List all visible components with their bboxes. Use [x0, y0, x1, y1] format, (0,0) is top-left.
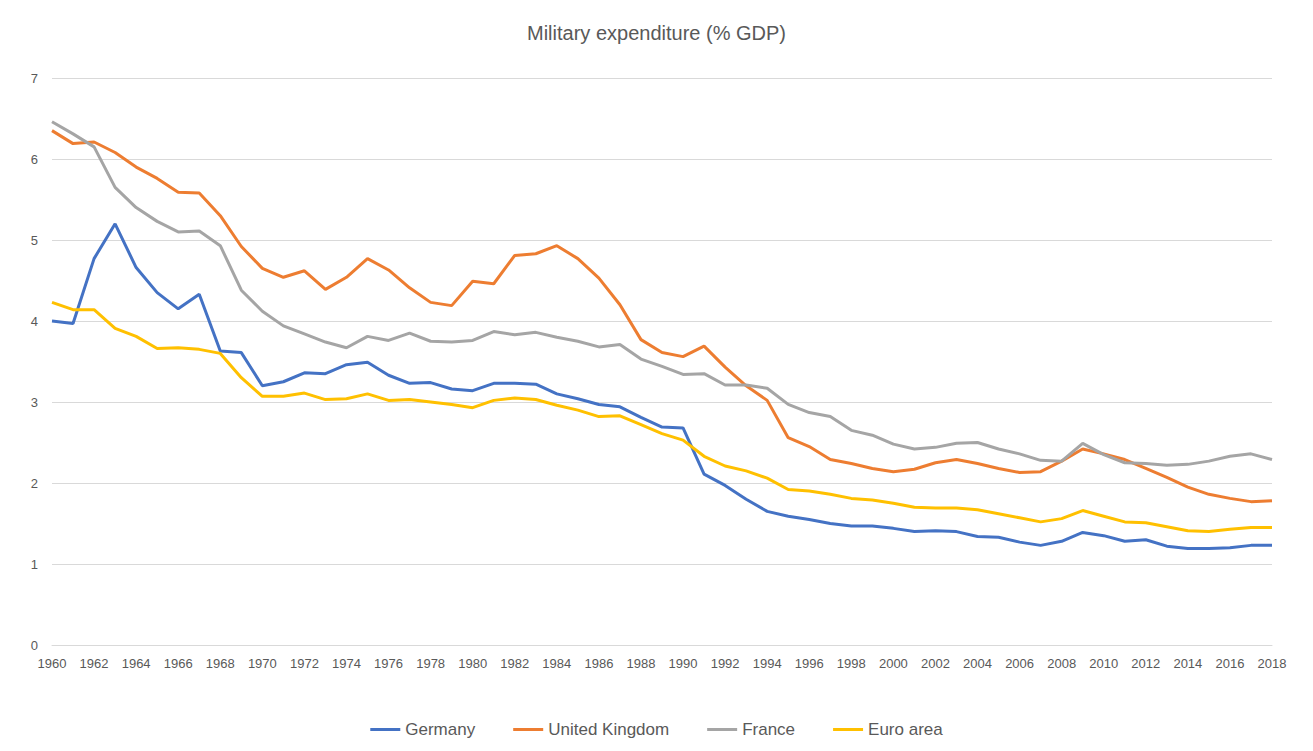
svg-text:1978: 1978 [416, 656, 445, 671]
svg-text:2: 2 [31, 476, 38, 491]
svg-text:2010: 2010 [1089, 656, 1118, 671]
svg-text:1960: 1960 [38, 656, 67, 671]
svg-text:0: 0 [31, 638, 38, 653]
svg-text:2016: 2016 [1215, 656, 1244, 671]
svg-text:2002: 2002 [921, 656, 950, 671]
svg-text:4: 4 [31, 314, 38, 329]
svg-text:1974: 1974 [332, 656, 361, 671]
svg-text:United Kingdom: United Kingdom [548, 720, 669, 739]
svg-text:5: 5 [31, 233, 38, 248]
svg-text:1998: 1998 [837, 656, 866, 671]
svg-text:1: 1 [31, 557, 38, 572]
svg-text:7: 7 [31, 71, 38, 86]
svg-text:1990: 1990 [669, 656, 698, 671]
svg-text:1988: 1988 [627, 656, 656, 671]
svg-text:2018: 2018 [1258, 656, 1287, 671]
svg-text:1970: 1970 [248, 656, 277, 671]
svg-text:1992: 1992 [711, 656, 740, 671]
svg-text:Germany: Germany [405, 720, 475, 739]
svg-text:Military expenditure (% GDP): Military expenditure (% GDP) [527, 22, 786, 44]
svg-text:Euro area: Euro area [868, 720, 943, 739]
svg-text:1982: 1982 [500, 656, 529, 671]
svg-text:2012: 2012 [1131, 656, 1160, 671]
svg-text:1966: 1966 [164, 656, 193, 671]
svg-text:1984: 1984 [542, 656, 571, 671]
svg-text:1972: 1972 [290, 656, 319, 671]
svg-text:1980: 1980 [458, 656, 487, 671]
svg-text:2014: 2014 [1173, 656, 1202, 671]
svg-text:2004: 2004 [963, 656, 992, 671]
svg-text:2006: 2006 [1005, 656, 1034, 671]
svg-text:France: France [742, 720, 795, 739]
svg-text:3: 3 [31, 395, 38, 410]
svg-text:1962: 1962 [80, 656, 109, 671]
svg-text:2008: 2008 [1047, 656, 1076, 671]
svg-text:1976: 1976 [374, 656, 403, 671]
svg-text:1994: 1994 [753, 656, 782, 671]
svg-text:1964: 1964 [122, 656, 151, 671]
svg-text:6: 6 [31, 152, 38, 167]
svg-text:1968: 1968 [206, 656, 235, 671]
svg-text:1986: 1986 [584, 656, 613, 671]
svg-text:2000: 2000 [879, 656, 908, 671]
svg-text:1996: 1996 [795, 656, 824, 671]
